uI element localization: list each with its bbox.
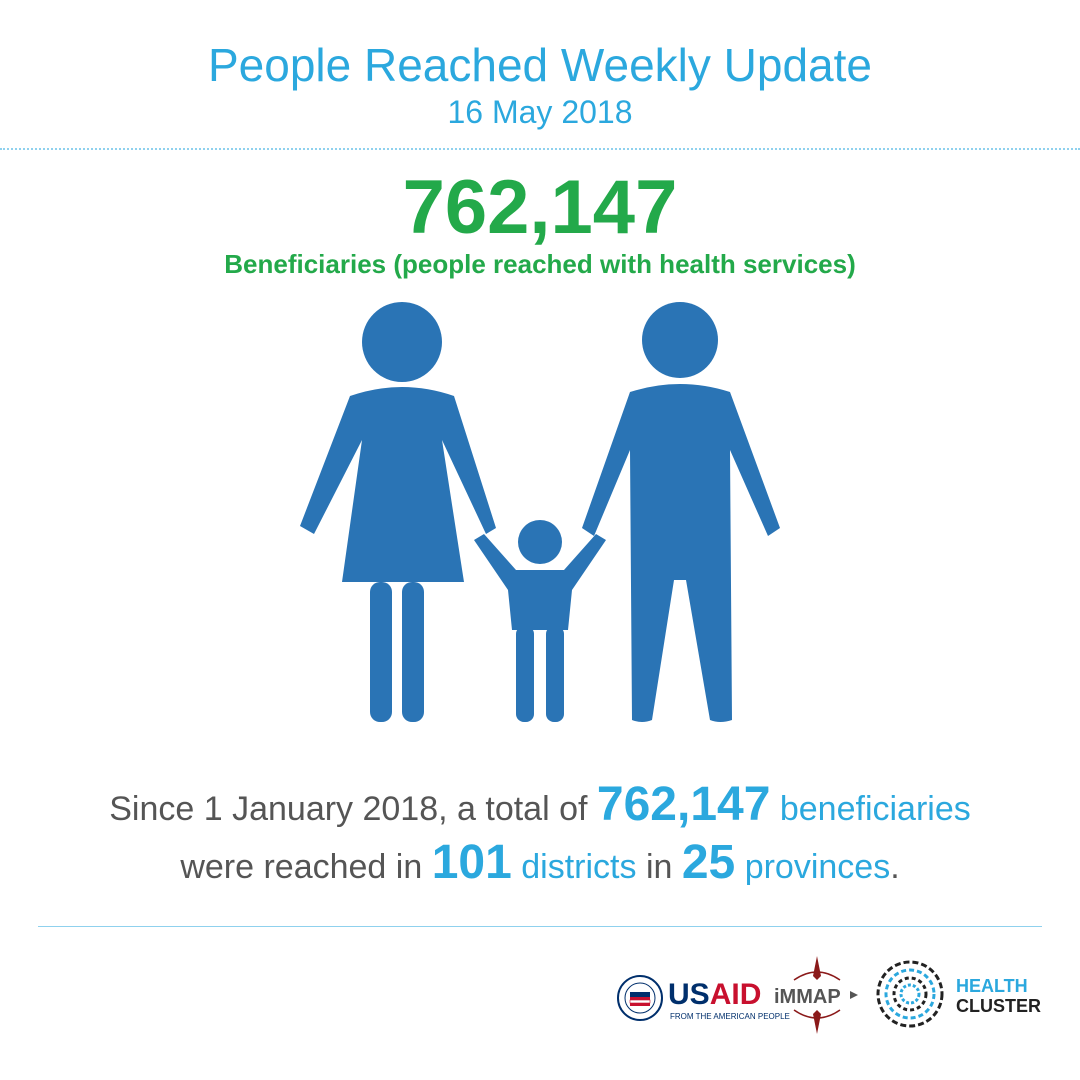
woman-body xyxy=(300,387,496,582)
immap-logo: iMMAP xyxy=(774,986,841,1008)
health-cluster-logo-line1: HEALTH xyxy=(956,976,1028,996)
man-head xyxy=(642,302,718,378)
child-body xyxy=(474,534,606,630)
summary-period: . xyxy=(890,848,900,886)
summary-line-2: were reached in 101 districts in 25 prov… xyxy=(0,838,1080,892)
summary-prefix: Since 1 January 2018, a total of xyxy=(109,790,597,828)
summary-beneficiaries-number: 762,147 xyxy=(596,778,771,831)
header-divider xyxy=(0,148,1080,150)
health-cluster-swirl-icon xyxy=(876,960,944,1028)
woman-head xyxy=(362,302,442,382)
woman-leg-left xyxy=(370,582,392,722)
summary-line-1: Since 1 January 2018, a total of 762,147… xyxy=(0,780,1080,834)
child-leg-right xyxy=(546,626,564,722)
immap-compass-icon xyxy=(793,956,858,1034)
summary-in-word: in xyxy=(645,848,673,886)
usaid-logo: USAID xyxy=(668,978,762,1011)
summary-districts-word: districts xyxy=(521,848,637,886)
health-cluster-logo-line2: CLUSTER xyxy=(956,996,1041,1016)
usaid-tagline: FROM THE AMERICAN PEOPLE xyxy=(670,1012,790,1021)
woman-leg-right xyxy=(402,582,424,722)
partner-logos: USAID FROM THE AMERICAN PEOPLE iMMAP HEA… xyxy=(612,950,1052,1040)
beneficiaries-caption: Beneficiaries (people reached with healt… xyxy=(224,249,856,279)
footer-divider xyxy=(38,926,1042,927)
child-head xyxy=(518,520,562,564)
summary-line2-prefix: were reached in xyxy=(180,848,432,886)
beneficiaries-total: 762,147 xyxy=(402,165,678,250)
page-title: People Reached Weekly Update xyxy=(207,39,872,91)
man-body xyxy=(582,384,780,722)
summary-provinces-number: 25 xyxy=(681,836,736,889)
summary-beneficiaries-word: beneficiaries xyxy=(779,790,971,828)
child-leg-left xyxy=(516,626,534,722)
summary-districts-number: 101 xyxy=(431,836,512,889)
summary-provinces-word: provinces xyxy=(744,848,891,886)
usaid-seal-icon xyxy=(617,975,663,1021)
report-date: 16 May 2018 xyxy=(447,94,633,130)
family-icon xyxy=(300,302,780,722)
